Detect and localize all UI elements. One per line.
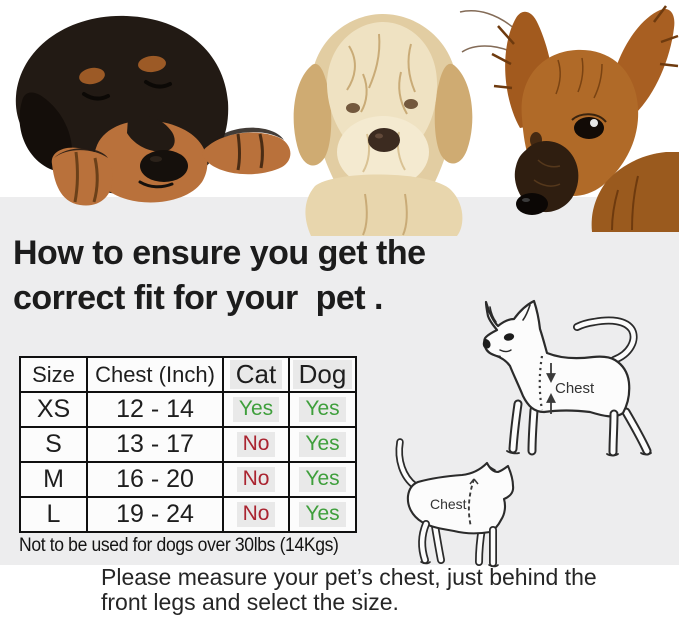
- page-title: How to ensure you get the correct fit for…: [13, 231, 426, 321]
- cat-cell: No: [222, 426, 290, 463]
- measure-instructions: Please measure your pet’s chest, just be…: [101, 565, 597, 614]
- size-cell: S: [19, 426, 88, 463]
- size-cell: XS: [19, 391, 88, 428]
- col-header-chest: Chest (Inch): [86, 356, 224, 393]
- cat-measurement-diagram: Chest: [395, 438, 515, 568]
- size-table-header-row: Size Chest (Inch) Cat Dog: [19, 356, 357, 393]
- size-chart-table: Size Chest (Inch) Cat Dog XS 12 - 14 Yes…: [19, 356, 357, 533]
- chest-cell: 12 - 14: [86, 391, 224, 428]
- table-row-s: S 13 - 17 No Yes: [19, 426, 357, 463]
- rottweiler-puppy-photo: [15, 15, 291, 206]
- cat-chest-label: Chest: [430, 496, 467, 512]
- page-title-line2: correct fit for your pet .: [13, 279, 384, 317]
- size-cell: L: [19, 496, 88, 533]
- measure-instructions-line1: Please measure your pet’s chest, just be…: [101, 564, 597, 590]
- table-row-m: M 16 - 20 No Yes: [19, 461, 357, 498]
- dog-cell: Yes: [288, 426, 357, 463]
- cream-puppy-photo: [293, 14, 473, 236]
- dog-cell: Yes: [288, 461, 357, 498]
- chest-arrows: [546, 363, 556, 414]
- col-header-size: Size: [19, 356, 88, 393]
- dog-cell: Yes: [288, 391, 357, 428]
- dog-cell: Yes: [288, 496, 357, 533]
- chest-cell: 13 - 17: [86, 426, 224, 463]
- table-row-xs: XS 12 - 14 Yes Yes: [19, 391, 357, 428]
- weight-limit-note: Not to be used for dogs over 30lbs (14Kg…: [19, 534, 339, 556]
- col-header-cat: Cat: [222, 356, 290, 393]
- papillon-dog-photo: [459, 5, 679, 232]
- cat-cell: Yes: [222, 391, 290, 428]
- dog-chest-label: Chest: [555, 380, 595, 397]
- table-row-l: L 19 - 24 No Yes: [19, 496, 357, 533]
- measure-instructions-line2: front legs and select the size.: [101, 588, 399, 615]
- chest-cell: 16 - 20: [86, 461, 224, 498]
- col-header-dog: Dog: [288, 356, 357, 393]
- cat-cell: No: [222, 496, 290, 533]
- page-title-line1: How to ensure you get the: [13, 234, 426, 272]
- dog-measurement-diagram: Chest: [482, 299, 652, 457]
- cat-cell: No: [222, 461, 290, 498]
- size-cell: M: [19, 461, 88, 498]
- chest-cell: 19 - 24: [86, 496, 224, 533]
